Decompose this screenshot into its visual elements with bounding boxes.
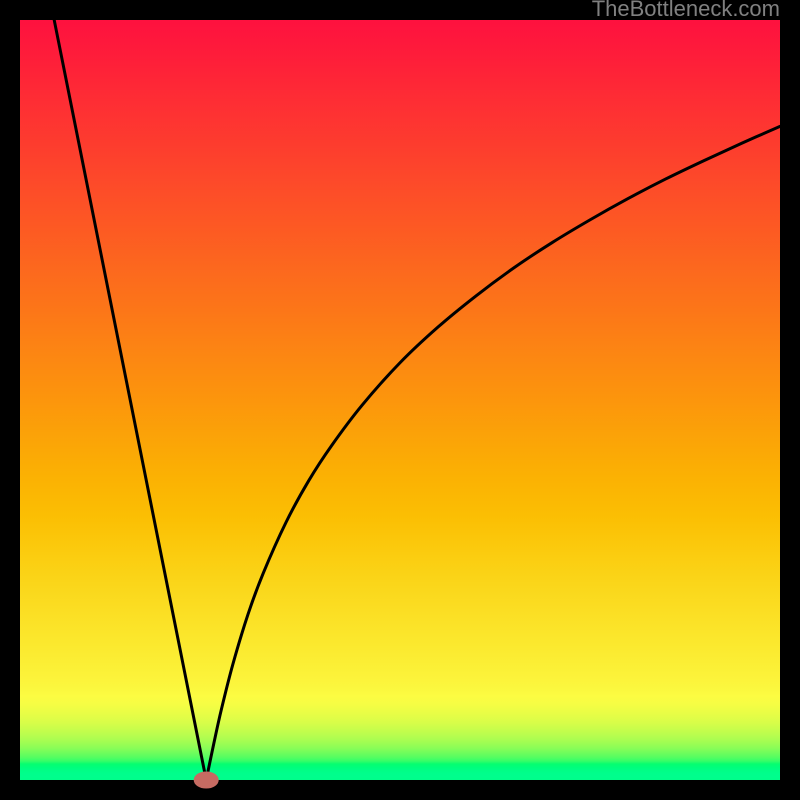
bottleneck-chart: TheBottleneck.com <box>0 0 800 800</box>
watermark-text: TheBottleneck.com <box>592 0 780 21</box>
minimum-marker <box>194 772 218 788</box>
plot-background <box>20 20 780 780</box>
